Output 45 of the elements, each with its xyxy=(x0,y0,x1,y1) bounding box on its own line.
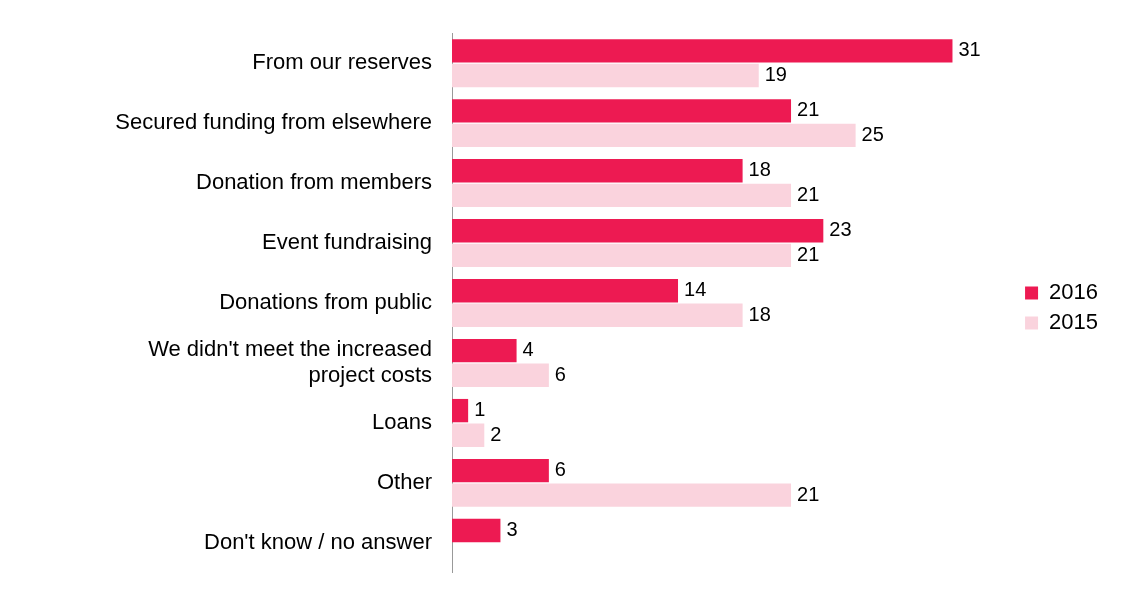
bar xyxy=(452,279,679,303)
data-label: 6 xyxy=(554,458,566,481)
y-tick-label: From our reserves xyxy=(252,49,432,75)
bar xyxy=(452,63,759,88)
y-tick-label: Donations from public xyxy=(219,289,432,315)
data-label: 1 xyxy=(474,398,486,421)
bar xyxy=(452,363,549,387)
y-tick-label: Don't know / no answer xyxy=(204,528,432,554)
bar xyxy=(452,243,792,268)
bar xyxy=(452,99,792,123)
data-label: 19 xyxy=(764,62,787,85)
data-label: 4 xyxy=(522,338,534,361)
y-tick-label: Loans xyxy=(372,408,432,434)
data-label: 18 xyxy=(748,158,771,181)
legend-label: 2016 xyxy=(1049,279,1099,305)
bar xyxy=(452,39,953,63)
data-label: 21 xyxy=(797,98,820,121)
data-label: 21 xyxy=(797,242,820,265)
bar xyxy=(452,518,501,543)
bar xyxy=(452,123,856,148)
data-label: 21 xyxy=(797,182,820,205)
bar xyxy=(452,398,469,423)
legend-label: 2015 xyxy=(1049,309,1099,335)
data-label: 31 xyxy=(958,38,981,61)
y-tick-label: Event fundraising xyxy=(262,229,432,255)
bar xyxy=(452,338,517,363)
bar xyxy=(452,458,549,483)
data-label: 2 xyxy=(490,422,502,445)
data-label: 21 xyxy=(797,482,820,505)
data-label: 3 xyxy=(506,518,518,541)
y-tick-label: Other xyxy=(376,468,432,494)
data-label: 25 xyxy=(861,122,884,145)
data-label: 23 xyxy=(829,218,852,241)
bar xyxy=(452,483,792,507)
y-tick-label: We didn't meet the increased project costs xyxy=(148,335,432,388)
bar xyxy=(452,303,743,327)
data-label: 6 xyxy=(554,362,566,385)
y-tick-label: Secured funding from elsewhere xyxy=(115,109,432,135)
bar xyxy=(452,423,485,447)
bar xyxy=(452,159,743,183)
y-tick-label: Donation from members xyxy=(196,169,432,195)
bar xyxy=(452,219,824,243)
data-label: 18 xyxy=(748,302,771,325)
data-label: 14 xyxy=(684,278,707,301)
bar xyxy=(452,183,792,208)
